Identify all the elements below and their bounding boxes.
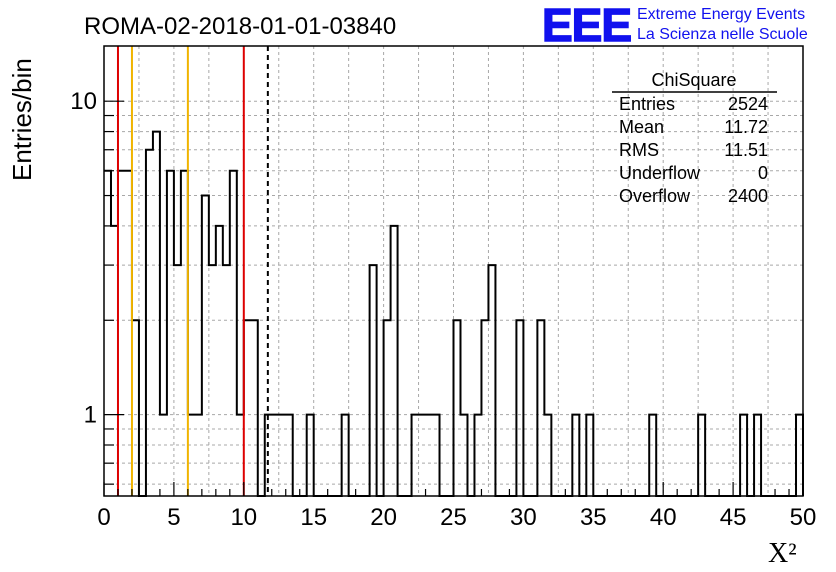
logo-mark: EEE — [542, 0, 631, 51]
y-tick-label: 10 — [70, 88, 97, 115]
histogram-bin — [125, 171, 132, 496]
eee-logo: EEE Extreme Energy Events La Scienza nel… — [541, 0, 808, 52]
x-tick-label: 45 — [720, 504, 747, 531]
stats-label: Overflow — [619, 186, 691, 206]
y-axis-label: Entries/bin — [7, 58, 37, 181]
histogram-bin — [202, 196, 209, 496]
x-tick-label: 50 — [790, 504, 817, 531]
histogram-bin — [481, 320, 488, 496]
histogram-bin — [167, 171, 174, 496]
stats-label: Underflow — [619, 163, 701, 183]
stats-label: RMS — [619, 140, 659, 160]
logo-line-1: Extreme Energy Events — [637, 6, 805, 23]
stats-value: 11.51 — [724, 140, 768, 160]
x-tick-label: 30 — [510, 504, 537, 531]
stats-label: Mean — [619, 117, 664, 137]
x-tick-label: 35 — [580, 504, 607, 531]
logo-line-2: La Scienza nelle Scuole — [637, 26, 808, 43]
marker-lines — [116, 46, 269, 496]
histogram-bin — [516, 320, 523, 496]
histogram-bin — [223, 265, 230, 496]
axes: 0 5 10 15 20 25 30 35 40 45 50 1 10 — [70, 45, 817, 531]
histogram-bin — [104, 171, 111, 496]
x-axis-label: X² — [768, 538, 797, 569]
x-tick-label: 5 — [167, 504, 180, 531]
histogram-bin — [251, 320, 258, 496]
x-tick-label: 0 — [97, 504, 110, 531]
histogram-bin — [384, 320, 391, 496]
histogram-bin — [181, 171, 188, 496]
histogram-bin — [118, 171, 125, 496]
histogram-bin — [488, 265, 495, 496]
histogram-bin — [111, 226, 118, 496]
stats-label: Entries — [619, 94, 675, 114]
histogram-bin — [230, 171, 237, 496]
x-tick-label: 15 — [300, 504, 327, 531]
chart-title: ROMA-02-2018-01-01-03840 — [84, 13, 396, 40]
x-tick-label: 20 — [370, 504, 397, 531]
x-tick-label: 10 — [230, 504, 257, 531]
histogram-bin — [132, 320, 139, 496]
histogram-bin — [153, 132, 160, 496]
stats-value: 11.72 — [724, 117, 768, 137]
histogram-bin — [216, 226, 223, 496]
stats-box: ChiSquare Entries 2524 Mean 11.72 RMS 11… — [612, 70, 777, 206]
x-tick-label: 25 — [440, 504, 467, 531]
histogram-bin — [244, 320, 251, 496]
histogram-bin — [391, 226, 398, 496]
histogram-bin — [454, 320, 461, 496]
stats-value: 2400 — [728, 186, 768, 206]
stats-value: 2524 — [728, 94, 768, 114]
y-tick-label: 1 — [84, 402, 97, 429]
stats-value: 0 — [758, 163, 768, 183]
histogram-bin — [209, 265, 216, 496]
histogram-bin — [146, 150, 153, 496]
histogram-bin — [174, 265, 181, 496]
x-tick-label: 40 — [650, 504, 677, 531]
histogram-bin — [370, 265, 377, 496]
stats-title: ChiSquare — [651, 70, 736, 90]
histogram-bin — [537, 320, 544, 496]
